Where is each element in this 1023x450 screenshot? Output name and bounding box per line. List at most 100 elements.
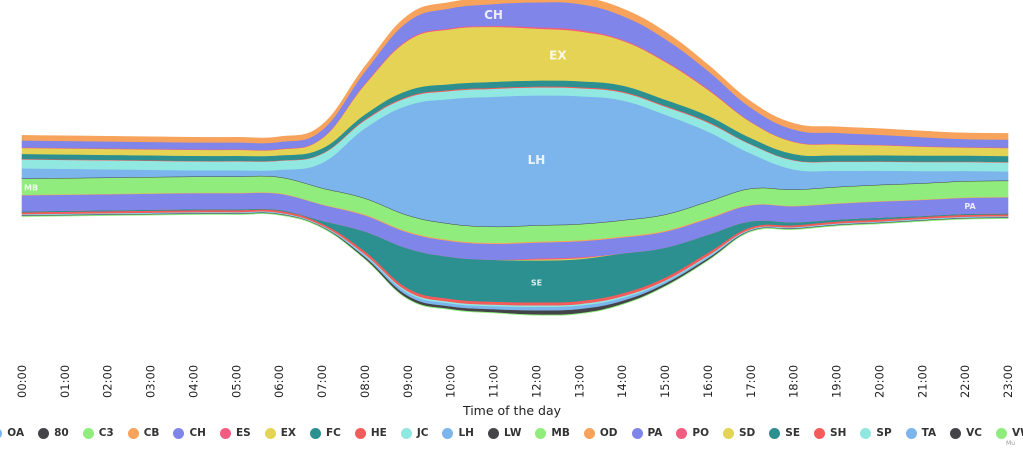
stream-label-mb: MB [24, 184, 38, 193]
legend-label: OD [599, 427, 618, 439]
legend-label: PA [647, 427, 663, 439]
x-tick-label: 06:00 [272, 365, 286, 398]
legend-item-ta[interactable]: TA [905, 427, 937, 439]
legend-item-fc[interactable]: FC [309, 427, 341, 439]
x-tick-label: 00:00 [15, 365, 29, 398]
legend-label: SH [830, 427, 847, 439]
legend-marker-icon [860, 427, 872, 439]
x-tick-label: 10:00 [444, 365, 458, 398]
legend-marker-icon [442, 427, 454, 439]
legend-marker-icon [723, 427, 734, 439]
legend-marker-icon [127, 427, 139, 439]
x-tick-label: 16:00 [701, 365, 715, 398]
legend-label: CB [143, 427, 160, 439]
legend-marker-icon [38, 427, 50, 439]
x-tick-label: 12:00 [529, 365, 543, 398]
legend-item-oa[interactable]: OA [0, 427, 24, 439]
x-tick-label: 23:00 [1001, 365, 1015, 398]
legend-item-vw[interactable]: VW [995, 427, 1023, 439]
legend-item-vc[interactable]: VC [950, 427, 982, 439]
stream-label-ex: EX [549, 48, 567, 62]
legend-label: SP [876, 427, 892, 439]
stream-labels: CH EX LH SE MB PA [24, 8, 976, 287]
legend-marker-icon [950, 427, 962, 439]
legend-item-ex[interactable]: EX [264, 427, 296, 439]
legend-label: 80 [54, 427, 69, 439]
x-tick-label: 21:00 [915, 365, 929, 398]
x-tick-label: 14:00 [615, 365, 629, 398]
legend-marker-icon [0, 427, 3, 439]
legend-item-sp[interactable]: SP [860, 427, 892, 439]
legend-marker-icon [309, 427, 321, 439]
stream-label-pa: PA [964, 202, 976, 211]
legend-marker-icon [487, 427, 499, 439]
legend-marker-icon [583, 427, 595, 439]
legend-marker-icon [354, 427, 366, 439]
legend-item-po[interactable]: PO [676, 427, 709, 439]
legend-item-pa[interactable]: PA [631, 427, 663, 439]
stream-label-lh: LH [528, 153, 546, 167]
x-axis-title: Time of the day [462, 403, 562, 418]
x-axis-ticks: 00:00 01:00 02:00 03:00 04:00 05:00 06:00 07:00… [15, 365, 1015, 398]
x-tick-label: 08:00 [358, 365, 372, 398]
legend-label: PO [692, 427, 709, 439]
stream-label-se: SE [531, 278, 542, 287]
legend-item-sh[interactable]: SH [814, 427, 846, 439]
legend-item-80[interactable]: 80 [38, 427, 69, 439]
legend-label: HE [370, 427, 387, 439]
legend-item-ch[interactable]: CH [173, 427, 206, 439]
legend-label: OA [7, 427, 25, 439]
x-tick-label: 15:00 [658, 365, 672, 398]
legend-marker-icon [814, 427, 826, 439]
x-tick-label: 18:00 [787, 365, 801, 398]
legend-item-se[interactable]: SE [769, 427, 800, 439]
legend-marker-icon [82, 427, 94, 439]
legend-marker-icon [535, 427, 547, 439]
legend-marker-icon [769, 427, 781, 439]
legend-item-cb[interactable]: CB [127, 427, 160, 439]
legend-label: C3 [98, 427, 114, 439]
legend-marker-icon [995, 427, 1007, 439]
legend-label: EX [280, 427, 296, 439]
stream-layer-cb[interactable] [21, 0, 1009, 144]
x-tick-label: 20:00 [872, 365, 886, 398]
x-tick-label: 02:00 [101, 365, 115, 398]
legend-item-c3[interactable]: C3 [82, 427, 114, 439]
legend-marker-icon [631, 427, 643, 439]
x-tick-label: 09:00 [401, 365, 415, 398]
legend-label: FC [325, 427, 341, 439]
legend-label: SE [785, 427, 801, 439]
legend-marker-icon [219, 427, 231, 439]
legend-item-lh[interactable]: LH [442, 427, 474, 439]
credits[interactable]: Mu [1006, 440, 1015, 447]
legend-item-jc[interactable]: JC [400, 427, 428, 439]
legend-label: LW [503, 427, 522, 439]
legend-label: MB [551, 427, 570, 439]
legend-item-es[interactable]: ES [219, 427, 251, 439]
x-tick-label: 01:00 [58, 365, 72, 398]
legend-item-lw[interactable]: LW [487, 427, 522, 439]
x-tick-label: 19:00 [830, 365, 844, 398]
x-tick-label: 22:00 [958, 365, 972, 398]
x-tick-label: 04:00 [186, 365, 200, 398]
legend-marker-icon [905, 427, 917, 439]
legend-item-he[interactable]: HE [354, 427, 387, 439]
legend: OA 80 C3 CB CH ES EX FC HE JC LH LW MB OD PA PO SD SE SH SP… [0, 427, 1023, 439]
x-tick-label: 05:00 [229, 365, 243, 398]
legend-label: LH [458, 427, 474, 439]
x-tick-label: 07:00 [315, 365, 329, 398]
stream-label-ch: CH [484, 8, 503, 22]
legend-marker-icon [676, 427, 688, 439]
legend-marker-icon [264, 427, 276, 439]
legend-label: TA [921, 427, 937, 439]
legend-label: SD [739, 427, 756, 439]
legend-label: VW [1011, 427, 1023, 439]
legend-item-mb[interactable]: MB [535, 427, 570, 439]
x-tick-label: 03:00 [144, 365, 158, 398]
legend-item-sd[interactable]: SD [723, 427, 755, 439]
legend-label: CH [189, 427, 206, 439]
legend-item-od[interactable]: OD [583, 427, 618, 439]
legend-marker-icon [400, 427, 412, 439]
legend-label: VC [966, 427, 982, 439]
